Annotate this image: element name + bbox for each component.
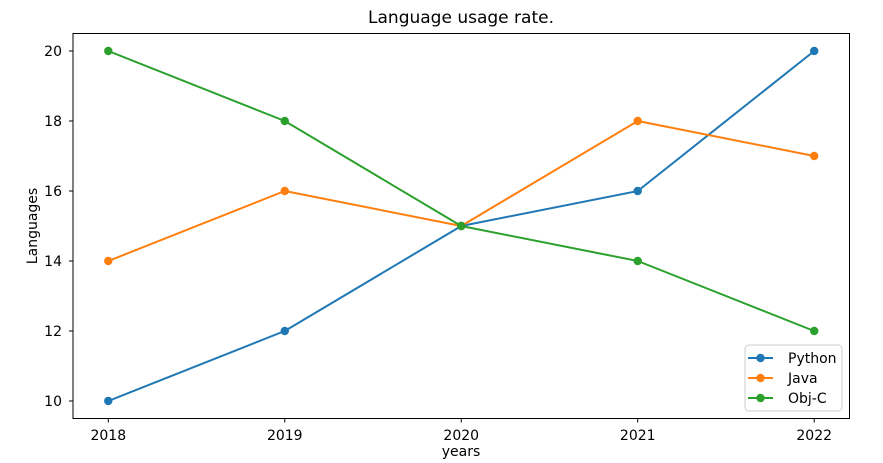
data-point-python	[810, 46, 819, 56]
data-point-python	[280, 326, 289, 336]
legend-item-label: Java	[787, 371, 818, 387]
data-point-obj-c	[280, 116, 289, 126]
data-point-obj-c	[104, 46, 113, 56]
legend-item-python: Python	[748, 351, 837, 367]
x-tick-label: 2019	[267, 428, 303, 444]
y-axis-label: Languages	[25, 188, 41, 264]
y-tick-label: 14	[44, 254, 62, 270]
legend-item-label: Python	[788, 351, 837, 367]
data-series	[104, 46, 819, 406]
data-point-python	[633, 186, 642, 196]
axis-ticks: 2018 2019 2020 2021 2022 10 12 14 16 18 20	[44, 44, 832, 444]
legend-item-obj-c: Obj-C	[748, 391, 827, 407]
x-tick-label: 2020	[443, 428, 479, 444]
legend: Python Java Obj-C	[744, 344, 843, 412]
data-point-java	[633, 116, 642, 126]
legend-marker	[756, 353, 765, 363]
data-point-python	[104, 396, 113, 406]
x-axis-label: years	[442, 444, 481, 460]
data-point-java	[104, 256, 113, 266]
y-tick-label: 18	[44, 114, 62, 130]
x-tick-label: 2021	[620, 428, 656, 444]
data-point-obj-c	[457, 221, 466, 231]
legend-item-java: Java	[748, 371, 818, 387]
data-point-obj-c	[633, 256, 642, 266]
legend-marker	[756, 373, 765, 383]
x-tick-label: 2018	[90, 428, 126, 444]
legend-marker	[756, 393, 765, 403]
y-tick-label: 10	[44, 394, 62, 410]
y-tick-label: 16	[44, 184, 62, 200]
data-point-java	[280, 186, 289, 196]
data-point-obj-c	[810, 326, 819, 336]
axes-frame	[72, 33, 850, 419]
legend-item-label: Obj-C	[788, 391, 827, 407]
y-tick-label: 20	[44, 44, 62, 60]
data-point-java	[810, 151, 819, 161]
chart-title: Language usage rate.	[368, 8, 554, 28]
y-tick-label: 12	[44, 324, 62, 340]
x-tick-label: 2022	[796, 428, 832, 444]
legend-box	[744, 344, 843, 412]
